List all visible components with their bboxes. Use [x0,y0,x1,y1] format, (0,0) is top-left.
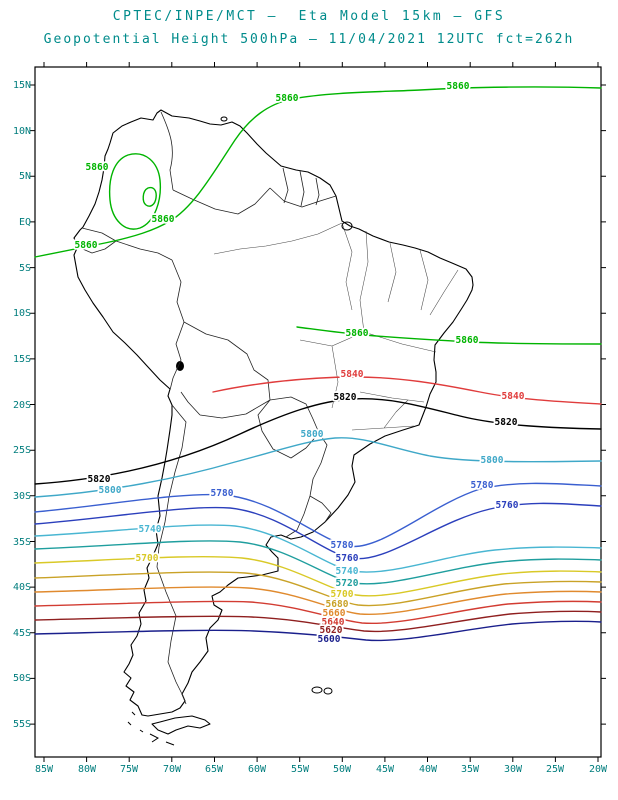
contour-label: 5800 [99,485,122,496]
contour-label: 5780 [471,480,494,491]
lat-tick-label: 45S [13,628,31,639]
page-title: CPTEC/INPE/MCT – Eta Model 15km – GFS [112,9,506,24]
lat-tick-label: 5S [19,263,31,274]
contour-label: 5860 [456,335,479,346]
contour-label: 5860 [75,240,98,251]
contour-label: 5860 [152,214,175,225]
axis-ticks [30,62,606,762]
lat-tick-label: 20S [13,400,31,411]
contour-path-5700 [34,555,602,597]
lake-titicaca [176,361,184,371]
lon-tick-label: 65W [205,764,224,775]
lon-tick-label: 35W [461,764,480,775]
lon-tick-label: 50W [333,764,352,775]
coastline-tierra-del-fuego [151,715,211,735]
contour-path-5820 [34,398,602,485]
lon-tick-label: 75W [120,764,139,775]
lon-tick-label: 85W [35,764,54,775]
trinidad-island [220,116,228,122]
contour-label: 5860 [346,328,369,339]
contour-label: 5600 [318,634,341,645]
contour-label: 5700 [331,589,354,600]
contour-path-5740 [34,524,602,573]
lon-tick-label: 70W [163,764,182,775]
contour-path-5800 [34,437,602,498]
falkland-islands-east [323,687,333,695]
contour-label: 5760 [336,553,359,564]
contour-label: 5820 [495,417,518,428]
lat-tick-label: EQ [19,217,31,228]
lat-tick-label: 10S [13,308,31,319]
contour-path-5600 [34,620,602,642]
lat-tick-label: 5N [19,171,31,182]
contour-label: 5680 [326,599,349,610]
lat-tick-label: 55S [13,719,31,730]
contour-label: 5800 [481,455,504,466]
contour-path-5720 [34,540,602,585]
header: CPTEC/INPE/MCT – Eta Model 15km – GFS Ge… [0,6,618,52]
contour-label: 5640 [322,617,345,628]
contour-path-5860-brazil [296,326,602,345]
map-frame [34,66,602,758]
lat-tick-label: 30S [13,491,31,502]
contour-label: 5740 [139,524,162,535]
lat-tick-label: 10N [13,126,31,137]
lon-tick-label: 25W [546,764,565,775]
contour-label: 5800 [301,429,324,440]
contour-label: 5780 [331,540,354,551]
contour-path-5640 [34,600,602,625]
contour-path-5760 [34,502,602,560]
contour-path-5620 [34,610,602,633]
lat-tick-label: 25S [13,445,31,456]
lon-tick-label: 45W [376,764,395,775]
state-borders-and-rivers [213,222,459,431]
contour-path-5680 [34,571,602,607]
contour-label: 5740 [336,566,359,577]
contour-label: 5720 [336,578,359,589]
contour-label: 5860 [447,81,470,92]
lat-tick-label: 35S [13,537,31,548]
lon-tick-label: 60W [248,764,267,775]
islets [127,711,175,746]
lat-tick-label: 40S [13,582,31,593]
contour-path-5860-north [34,86,602,258]
contour-path-5860-inner-loop [142,186,157,207]
contour-path-5780 [34,482,602,548]
contour-path-5840 [212,376,602,405]
contour-label: 5620 [320,625,343,636]
contour-label: 5700 [136,553,159,564]
lat-tick-label: 50S [13,673,31,684]
lon-tick-label: 30W [504,764,523,775]
contour-label: 5760 [496,500,519,511]
contour-label: 5860 [86,162,109,173]
lat-tick-label: 15N [13,80,31,91]
contour-label: 5820 [88,474,111,485]
contour-label: 5840 [341,369,364,380]
coastline-south-america [73,109,474,717]
contour-path-5660 [34,586,602,616]
contour-label: 5820 [334,392,357,403]
lon-tick-label: 55W [291,764,310,775]
contour-label: 5860 [276,93,299,104]
national-borders [77,111,337,705]
falkland-islands-west [311,686,323,694]
lon-tick-label: 80W [78,764,97,775]
lon-tick-label: 40W [419,764,438,775]
contour-label: 5660 [323,608,346,619]
contour-label: 5840 [502,391,525,402]
contour-path-5860-loop [108,153,162,230]
page-subtitle: Geopotential Height 500hPa – 11/04/2021 … [43,32,575,47]
marajo-island [341,221,353,231]
contour-label: 5780 [211,488,234,499]
lon-tick-label: 20W [589,764,608,775]
lat-tick-label: 15S [13,354,31,365]
